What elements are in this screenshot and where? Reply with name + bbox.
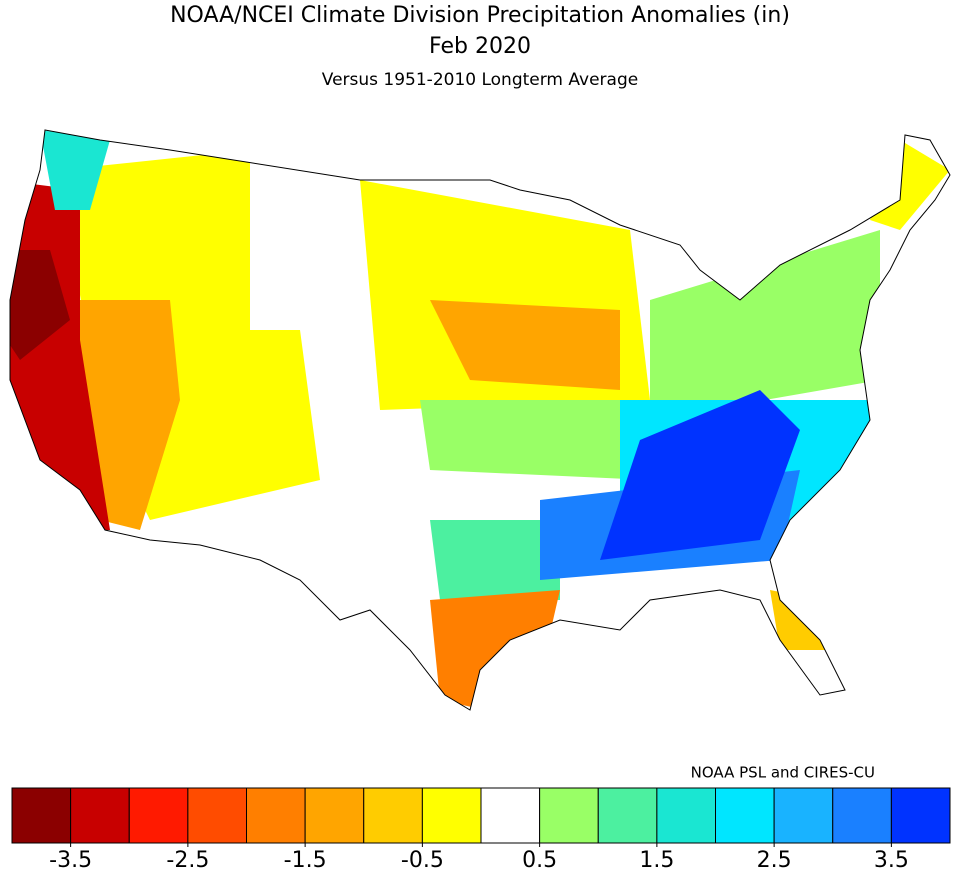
colorbar-bin	[539, 787, 599, 844]
colorbar-bin	[832, 787, 892, 844]
region	[60, 300, 180, 530]
colorbar-bin	[421, 787, 482, 844]
colorbar-bin	[304, 787, 365, 844]
colorbar-bin	[70, 787, 130, 844]
colorbar-bin	[246, 787, 306, 844]
colorbar-bin	[890, 787, 951, 844]
colorbar-tick-label: -0.5	[401, 848, 444, 873]
colorbar-bin	[11, 787, 72, 844]
region	[870, 140, 950, 230]
colorbar-bin	[597, 787, 658, 844]
credit: NOAA PSL and CIRES-CU	[691, 764, 875, 782]
region	[650, 230, 880, 420]
colorbar-bin	[773, 787, 834, 844]
colorbar-tick-label: -1.5	[284, 848, 327, 873]
subtitle: Feb 2020	[429, 34, 531, 59]
colorbar-bin	[187, 787, 247, 844]
region	[600, 390, 800, 560]
colorbar-bin	[363, 787, 423, 844]
region	[40, 130, 110, 210]
colorbar-tick-label: 3.5	[874, 848, 909, 873]
region	[430, 520, 560, 600]
us-outline	[9, 129, 951, 711]
colorbar-bin	[715, 787, 775, 844]
colorbar-tick-label: 0.5	[522, 848, 557, 873]
region	[10, 250, 70, 360]
colorbar-bin	[656, 787, 716, 844]
region	[420, 400, 660, 480]
colorbar-tick-label: 1.5	[639, 848, 674, 873]
colorbar-bin	[128, 787, 189, 844]
region	[430, 300, 620, 390]
description: Versus 1951-2010 Longterm Average	[322, 70, 638, 90]
colorbar-tick-label: 2.5	[757, 848, 792, 873]
title: NOAA/NCEI Climate Division Precipitation…	[170, 3, 790, 28]
colorbar-tick-label: -2.5	[166, 848, 209, 873]
colorbar-bin	[480, 787, 541, 844]
colorbar-tick-label: -3.5	[49, 848, 92, 873]
colorbar: -3.5 -2.5 -1.5 -0.5 0.5 1.5 2.5 3.5	[11, 787, 951, 873]
map-regions	[10, 130, 950, 710]
